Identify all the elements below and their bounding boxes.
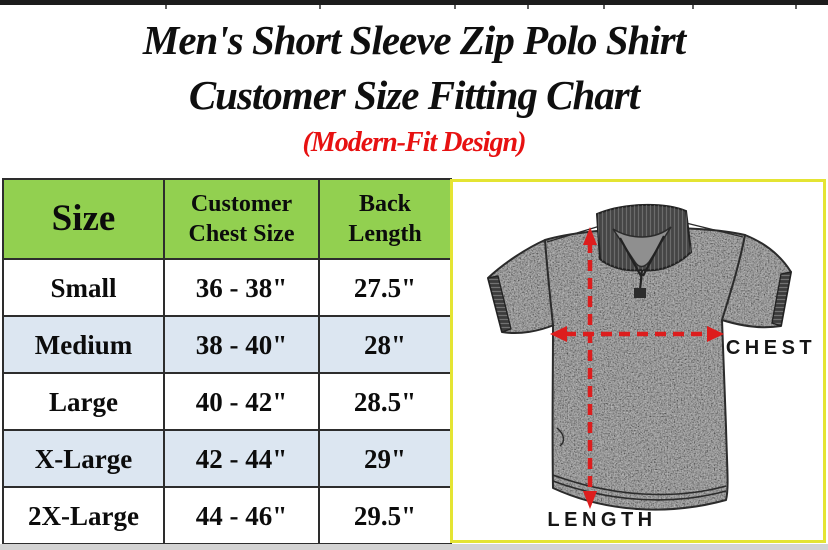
size-cell: 2X-Large [2, 486, 165, 545]
size-cell: Small [2, 258, 165, 317]
bottom-edge-strip [0, 544, 828, 550]
chest-label: CHEST [726, 337, 816, 359]
size-table-row: Medium 38 - 40" 28" [2, 315, 452, 374]
size-table-row: Small 36 - 38" 27.5" [2, 258, 452, 317]
back-length-cell: 28.5" [318, 372, 452, 431]
col-header-back-line1: Back [358, 191, 411, 217]
fit-design-subtitle: (Modern-Fit Design) [302, 127, 527, 158]
chest-size-cell: 36 - 38" [163, 258, 320, 317]
shirt-outline [487, 222, 792, 511]
page-title-line2: Customer Size Fitting Chart [188, 72, 640, 118]
back-length-cell: 29.5" [318, 486, 452, 545]
size-cell: X-Large [2, 429, 165, 488]
back-length-cell: 27.5" [318, 258, 452, 317]
zip-pull [634, 288, 646, 298]
col-header-size: Size [2, 178, 165, 260]
col-header-back-length: Back Length [318, 178, 452, 260]
col-header-chest-line1: Customer [190, 191, 293, 217]
shirt-diagram-panel: CHEST LENGTH [450, 179, 826, 543]
gridline-tick [165, 5, 167, 9]
back-length-cell: 28" [318, 315, 452, 374]
gridline-tick [319, 5, 321, 9]
chest-size-cell: 40 - 42" [163, 372, 320, 431]
col-header-back-line2: Length [348, 221, 422, 247]
collar [595, 204, 693, 298]
size-table-body: Small 36 - 38" 27.5" Medium 38 - 40" 28"… [2, 258, 452, 545]
size-table-row: 2X-Large 44 - 46" 29.5" [2, 486, 452, 545]
gridline-tick [795, 5, 797, 9]
title-block: Men's Short Sleeve Zip Polo Shirt Custom… [0, 13, 828, 160]
header-row: Size Customer Chest Size Back Length [2, 178, 452, 260]
gridline-tick [603, 5, 605, 9]
size-cell: Large [2, 372, 165, 431]
chest-size-cell: 38 - 40" [163, 315, 320, 374]
size-table-row: X-Large 42 - 44" 29" [2, 429, 452, 488]
back-length-cell: 29" [318, 429, 452, 488]
col-header-chest-line2: Chest Size [188, 221, 295, 247]
length-label: LENGTH [547, 509, 656, 531]
size-table: Size Customer Chest Size Back Length Small… [2, 178, 452, 545]
length-arrow [583, 227, 597, 509]
gridline-tick [692, 5, 694, 9]
sleeve-cuffs [487, 271, 792, 333]
size-cell: Medium [2, 315, 165, 374]
chest-size-cell: 44 - 46" [163, 486, 320, 545]
top-border-bar [0, 0, 828, 5]
chest-size-cell: 42 - 44" [163, 429, 320, 488]
polo-shirt-diagram: CHEST LENGTH [487, 204, 816, 531]
gridline-tick [454, 5, 456, 9]
gridline-tick [527, 5, 529, 9]
col-header-chest-size: Customer Chest Size [163, 178, 320, 260]
page-title-line1: Men's Short Sleeve Zip Polo Shirt [142, 17, 686, 63]
size-table-row: Large 40 - 42" 28.5" [2, 372, 452, 431]
